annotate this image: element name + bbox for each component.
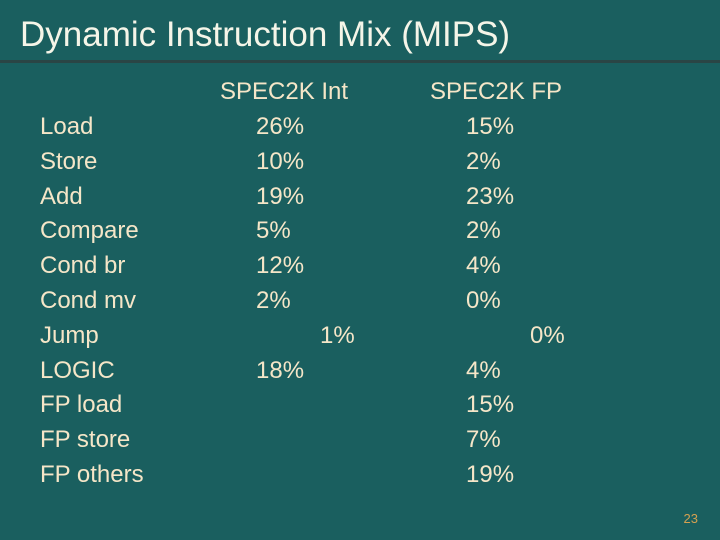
- int-header: SPEC2K Int: [220, 75, 430, 110]
- fp-value: 23%: [430, 180, 640, 215]
- instr-label: Cond mv: [40, 284, 220, 319]
- int-value: 19%: [220, 180, 430, 215]
- page-number: 23: [684, 511, 698, 526]
- fp-value: 4%: [430, 249, 640, 284]
- int-column: SPEC2K Int 26% 10% 19% 5% 12% 2% 1% 18%: [220, 75, 430, 493]
- int-value: 26%: [220, 110, 430, 145]
- instr-label: Load: [40, 110, 220, 145]
- fp-value: 19%: [430, 458, 640, 493]
- instr-label: Store: [40, 145, 220, 180]
- instr-label: FP load: [40, 388, 220, 423]
- int-value: 12%: [220, 249, 430, 284]
- instr-label: LOGIC: [40, 354, 220, 389]
- int-value: 10%: [220, 145, 430, 180]
- instr-label: Jump: [40, 319, 220, 354]
- fp-value: 7%: [430, 423, 640, 458]
- fp-value: 2%: [430, 145, 640, 180]
- slide-title: Dynamic Instruction Mix (MIPS): [0, 0, 720, 60]
- instr-label: FP store: [40, 423, 220, 458]
- int-value: 1%: [220, 319, 430, 354]
- fp-value: 15%: [430, 110, 640, 145]
- fp-value: 15%: [430, 388, 640, 423]
- int-value: 5%: [220, 214, 430, 249]
- instr-label: FP others: [40, 458, 220, 493]
- fp-value: 0%: [430, 284, 640, 319]
- content-table: Load Store Add Compare Cond br Cond mv J…: [0, 75, 720, 493]
- fp-value: 0%: [430, 319, 640, 354]
- fp-column: SPEC2K FP 15% 2% 23% 2% 4% 0% 0% 4% 15% …: [430, 75, 640, 493]
- int-value: 2%: [220, 284, 430, 319]
- fp-header: SPEC2K FP: [430, 75, 640, 110]
- instr-label: Cond br: [40, 249, 220, 284]
- int-value: 18%: [220, 354, 430, 389]
- title-underline: [0, 60, 720, 63]
- fp-value: 4%: [430, 354, 640, 389]
- fp-value: 2%: [430, 214, 640, 249]
- instruction-column: Load Store Add Compare Cond br Cond mv J…: [40, 75, 220, 493]
- instr-label: Add: [40, 180, 220, 215]
- instr-label: Compare: [40, 214, 220, 249]
